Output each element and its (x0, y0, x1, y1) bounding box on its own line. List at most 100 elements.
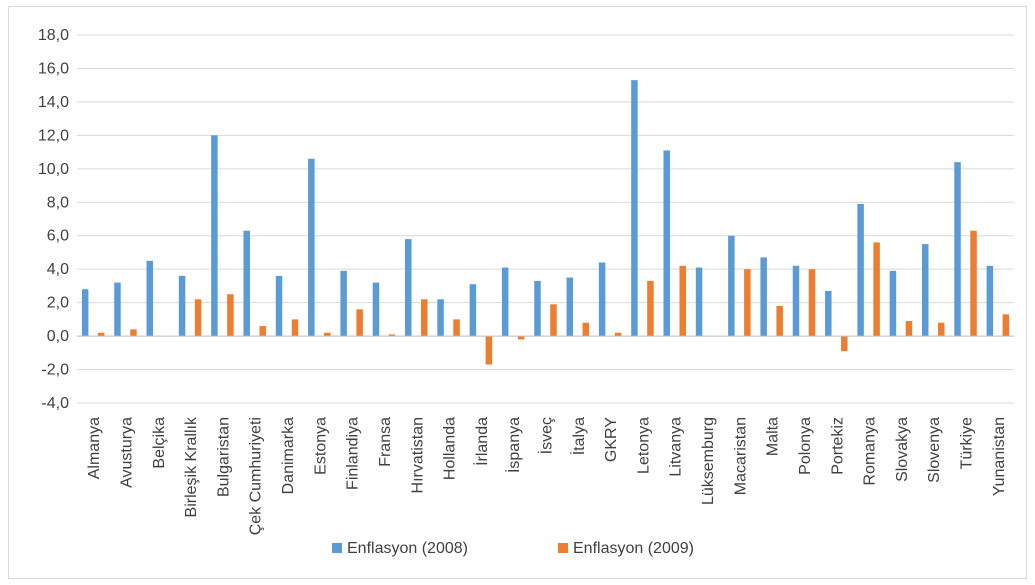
y-tick-label: 12,0 (38, 127, 69, 144)
bar-enflasyon-2008 (663, 150, 670, 337)
bar-enflasyon-2009 (194, 299, 202, 337)
bar-enflasyon-2008 (437, 299, 444, 337)
x-category-label: Malta (765, 417, 782, 456)
bar-enflasyon-2008 (275, 275, 283, 337)
bar-enflasyon-2009 (841, 336, 848, 352)
bar-enflasyon-2009 (808, 269, 816, 337)
x-category-label: Romanya (862, 417, 879, 486)
x-category-label: Hırvatistan (409, 417, 426, 493)
bar-enflasyon-2009 (356, 309, 363, 337)
bar-enflasyon-2009 (873, 242, 880, 337)
bar-enflasyon-2009 (647, 280, 654, 337)
x-category-label: Yunanistan (991, 417, 1008, 496)
x-category-label: Polonya (797, 417, 814, 475)
x-category-label: Lüksemburg (700, 417, 717, 505)
bar-enflasyon-2009 (517, 336, 525, 340)
x-category-label: Slovenya (926, 417, 943, 483)
legend-label-2009: Enflasyon (2009) (573, 540, 694, 557)
x-category-label: Almanya (86, 417, 103, 479)
x-category-label: Birleşik Krallık (183, 416, 200, 517)
x-category-label: Belçika (151, 417, 168, 469)
bar-enflasyon-2009 (130, 329, 137, 337)
bar-enflasyon-2008 (728, 235, 735, 337)
x-category-label: İrlanda (472, 417, 491, 466)
x-category-label: Hollanda (442, 417, 459, 480)
y-tick-label: 16,0 (38, 60, 69, 77)
x-category-label: Slovakya (894, 417, 911, 482)
bar-enflasyon-2009 (937, 322, 945, 337)
bar-enflasyon-2009 (388, 334, 396, 337)
bar-enflasyon-2009 (421, 299, 428, 337)
y-axis-tick-labels: -4,0 -2,0 0,0 2,0 4,0 6,0 8,0 10,0 12,0 14,0 16,0 1… (38, 27, 69, 412)
bar-enflasyon-2009 (453, 319, 460, 337)
legend-label-2008: Enflasyon (2008) (347, 540, 468, 557)
x-category-label: Macaristan (732, 417, 749, 495)
bars (81, 80, 1010, 365)
bar-enflasyon-2009 (1002, 314, 1010, 337)
bar-enflasyon-2008 (340, 270, 347, 337)
x-category-label: Litvanya (668, 417, 685, 477)
x-category-label: Danimarka (280, 417, 297, 494)
y-tick-label: 4,0 (47, 261, 69, 278)
y-tick-label: 8,0 (47, 194, 69, 211)
x-category-label: İsveç (537, 417, 556, 454)
bar-enflasyon-2008 (857, 203, 864, 337)
x-axis-category-labels: Almanya Avusturya Belçika Birleşik Krallık B… (86, 416, 1008, 535)
bar-enflasyon-2009 (970, 230, 977, 337)
bar-enflasyon-2009 (744, 269, 751, 337)
x-category-label: Türkiye (959, 417, 976, 470)
bar-enflasyon-2008 (308, 158, 315, 337)
bar-enflasyon-2008 (695, 267, 703, 337)
bar-enflasyon-2009 (324, 332, 331, 337)
bar-enflasyon-2009 (97, 332, 105, 337)
bar-enflasyon-2009 (582, 322, 590, 337)
bar-enflasyon-2008 (986, 265, 994, 337)
y-tick-label: 14,0 (38, 94, 69, 111)
legend-swatch-2009 (558, 543, 568, 553)
bar-enflasyon-2008 (146, 260, 154, 337)
bar-enflasyon-2008 (631, 80, 638, 337)
bar-chart: -4,0 -2,0 0,0 2,0 4,0 6,0 8,0 10,0 12,0 14,0 16,0 1… (38, 27, 1014, 557)
x-category-label: Çek Cumhuriyeti (248, 417, 265, 535)
y-tick-label: -4,0 (41, 395, 69, 412)
bar-enflasyon-2008 (243, 230, 250, 337)
x-category-label: Avusturya (118, 417, 135, 488)
y-tick-label: 6,0 (47, 228, 69, 245)
bar-enflasyon-2008 (469, 284, 477, 337)
bar-enflasyon-2008 (825, 290, 832, 337)
x-category-label: Bulgaristan (215, 417, 232, 497)
x-category-label: İspanya (504, 417, 523, 473)
x-category-label: İtalya (569, 417, 588, 455)
bar-enflasyon-2008 (372, 282, 380, 337)
x-category-label: Estonya (312, 417, 329, 475)
x-category-label: GKRY (603, 417, 620, 462)
bar-enflasyon-2008 (760, 257, 767, 337)
legend-swatch-2008 (332, 543, 342, 553)
bar-enflasyon-2009 (227, 294, 234, 337)
bar-enflasyon-2009 (679, 265, 686, 337)
bar-enflasyon-2008 (534, 280, 541, 337)
bar-enflasyon-2008 (954, 162, 961, 337)
bar-enflasyon-2008 (889, 270, 897, 337)
bar-enflasyon-2009 (614, 332, 622, 337)
chart-frame: -4,0 -2,0 0,0 2,0 4,0 6,0 8,0 10,0 12,0 14,0 16,0 1… (8, 6, 1027, 579)
bar-enflasyon-2008 (501, 267, 509, 337)
bar-enflasyon-2008 (178, 275, 186, 337)
bar-enflasyon-2008 (405, 239, 412, 337)
bar-enflasyon-2008 (598, 262, 606, 337)
bar-enflasyon-2008 (566, 277, 574, 337)
bar-enflasyon-2008 (114, 282, 121, 337)
y-tick-label: -2,0 (41, 362, 69, 379)
bar-enflasyon-2008 (921, 244, 929, 337)
x-category-label: Portekiz (829, 417, 846, 475)
x-category-label: Finlandiya (345, 417, 362, 490)
bar-enflasyon-2009 (259, 326, 266, 337)
bar-enflasyon-2009 (550, 304, 557, 337)
y-tick-label: 0,0 (47, 328, 69, 345)
x-category-label: Fransa (377, 417, 394, 467)
bar-enflasyon-2009 (291, 319, 299, 337)
bar-enflasyon-2008 (211, 135, 218, 337)
x-category-label: Letonya (635, 417, 652, 474)
y-tick-label: 2,0 (47, 295, 69, 312)
bar-enflasyon-2009 (776, 305, 783, 337)
